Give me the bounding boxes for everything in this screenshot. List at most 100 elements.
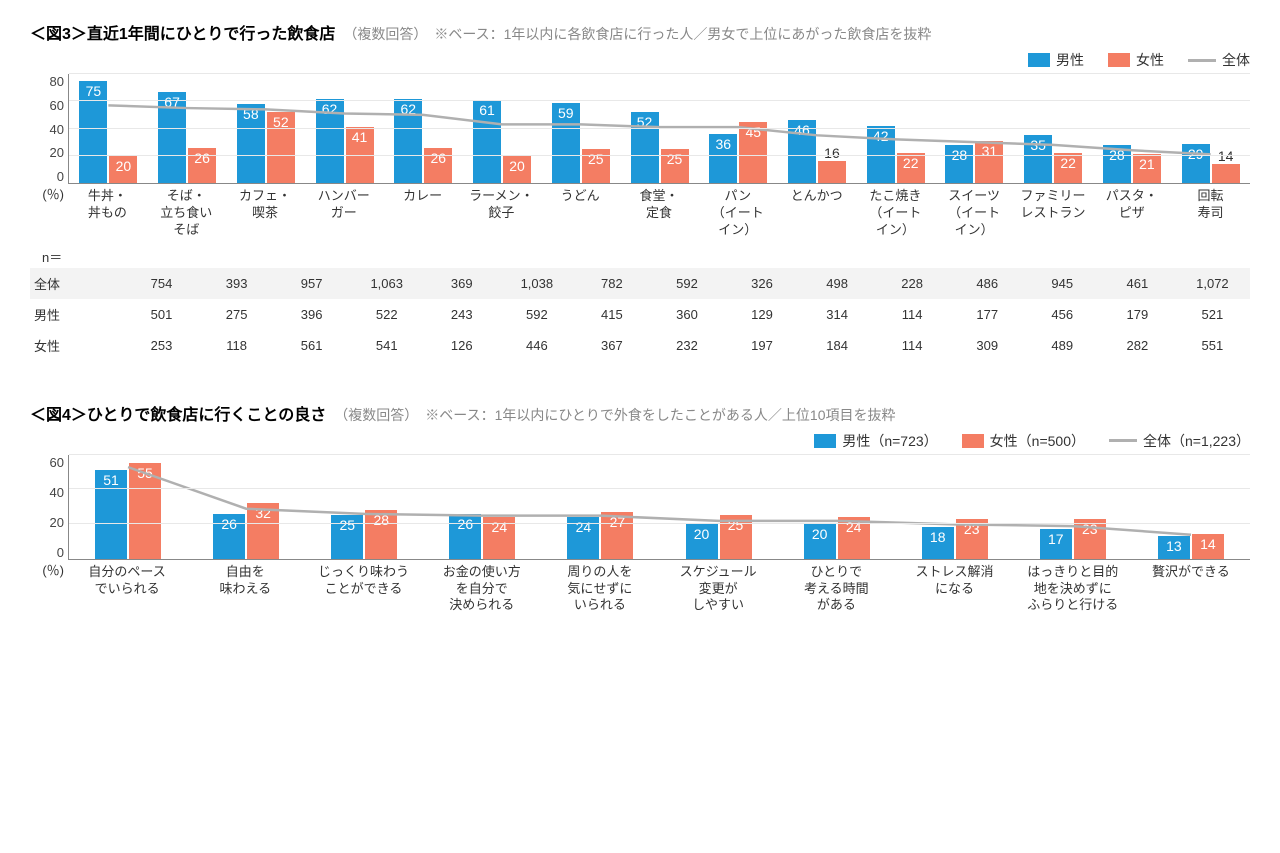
bar-female: 23 xyxy=(956,519,988,559)
bar-group: 2831 xyxy=(935,74,1014,183)
bar-male: 75 xyxy=(79,81,107,183)
x-label: 贅沢ができる xyxy=(1132,560,1250,615)
n-cell: 1,072 xyxy=(1175,270,1250,297)
bar-group: 2024 xyxy=(778,455,896,559)
fig3-x-labels: 牛丼・丼ものそば・立ち食いそばカフェ・喫茶ハンバーガーカレーラーメン・餃子うどん… xyxy=(68,184,1250,239)
bar-group: 2914 xyxy=(1171,74,1250,183)
bar-female-value: 25 xyxy=(728,517,744,533)
n-cell: 592 xyxy=(499,301,574,328)
bar-female-value: 24 xyxy=(492,519,508,535)
bar-female-value: 27 xyxy=(610,514,626,530)
y-tick: 20 xyxy=(50,515,64,530)
n-cell: 541 xyxy=(349,332,424,359)
x-label: お金の使い方を自分で決められる xyxy=(423,560,541,615)
n-cell: 369 xyxy=(424,270,499,297)
bar-male-value: 20 xyxy=(812,526,828,542)
fig3-plot: 7520672658526241622661205925522536454616… xyxy=(68,74,1250,184)
bar-female-value: 22 xyxy=(903,155,919,171)
x-label: 回転寿司 xyxy=(1171,184,1250,239)
bar-male-value: 75 xyxy=(86,83,102,99)
x-label: ハンバーガー xyxy=(304,184,383,239)
n-cell: 957 xyxy=(274,270,349,297)
legend-male-label: 男性（n=723） xyxy=(842,431,937,451)
fig4-y-unit: (％) xyxy=(30,560,68,615)
x-label: 自由を味わえる xyxy=(186,560,304,615)
gridline xyxy=(69,100,1250,101)
fig4-header: ＜図4＞ひとりで飲食店に行くことの良さ （複数回答） ※ベース：1年以内にひとり… xyxy=(30,401,1250,425)
gridline xyxy=(69,488,1250,489)
x-label: 牛丼・丼もの xyxy=(68,184,147,239)
n-cell: 754 xyxy=(124,270,199,297)
legend-total-label: 全体 xyxy=(1222,50,1250,70)
n-cell: 126 xyxy=(424,332,499,359)
bar-male-value: 36 xyxy=(715,136,731,152)
n-cell: 118 xyxy=(199,332,274,359)
fig3-header: ＜図3＞直近1年間にひとりで行った飲食店 （複数回答） ※ベース：1年以内に各飲… xyxy=(30,20,1250,44)
gridline xyxy=(69,128,1250,129)
bar-female-value: 45 xyxy=(745,124,761,140)
bar-female: 22 xyxy=(1054,153,1082,183)
n-cell: 282 xyxy=(1100,332,1175,359)
bar-female-value: 26 xyxy=(194,150,210,166)
bar-male-value: 42 xyxy=(873,128,889,144)
legend-total: 全体 xyxy=(1188,50,1250,70)
fig4-title: ＜図4＞ひとりで飲食店に行くことの良さ xyxy=(30,401,326,425)
bar-female: 55 xyxy=(129,463,161,558)
legend-swatch-female xyxy=(1108,53,1130,67)
bar-group: 5925 xyxy=(541,74,620,183)
n-cell: 489 xyxy=(1025,332,1100,359)
bar-group: 6241 xyxy=(305,74,384,183)
x-label: たこ焼き（イートイン） xyxy=(856,184,935,239)
bar-group: 6120 xyxy=(463,74,542,183)
fig3-note: （複数回答） ※ベース：1年以内に各飲食店に行った人／男女で上位にあがった飲食店… xyxy=(343,24,931,44)
figure-4: ＜図4＞ひとりで飲食店に行くことの良さ （複数回答） ※ベース：1年以内にひとり… xyxy=(30,401,1250,615)
bar-male: 28 xyxy=(945,145,973,183)
bar-female: 31 xyxy=(975,141,1003,183)
bar-group: 46 16 xyxy=(778,74,857,183)
fig3-n-prefix: n＝ xyxy=(42,247,1250,266)
bar-female-value: 55 xyxy=(137,465,153,481)
bar-group: 25 28 xyxy=(305,455,423,559)
bar-female-value: 28 xyxy=(373,512,389,528)
bar-male: 35 xyxy=(1024,135,1052,183)
fig3-y-axis: 806040200 xyxy=(30,74,68,184)
gridline xyxy=(69,155,1250,156)
fig3-y-unit: (％) xyxy=(30,184,68,239)
bar-female-value: 22 xyxy=(1060,155,1076,171)
bar-male: 25 xyxy=(331,515,363,558)
bar-female-value: 16 xyxy=(824,145,840,161)
bar-group: 6726 xyxy=(148,74,227,183)
bar-group: 2025 xyxy=(659,455,777,559)
bar-male-value: 17 xyxy=(1048,531,1064,547)
n-cell: 326 xyxy=(725,270,800,297)
figure-3: ＜図3＞直近1年間にひとりで行った飲食店 （複数回答） ※ベース：1年以内に各飲… xyxy=(30,20,1250,361)
bar-female: 27 xyxy=(601,512,633,559)
n-cell: 129 xyxy=(725,301,800,328)
y-tick: 40 xyxy=(50,485,64,500)
legend-female-label: 女性（n=500） xyxy=(990,431,1085,451)
bar-male-value: 20 xyxy=(694,526,710,542)
bar-female-value: 21 xyxy=(1139,156,1155,172)
n-cell: 393 xyxy=(199,270,274,297)
bar-female: 14 xyxy=(1192,534,1224,558)
x-label: ファミリーレストラン xyxy=(1014,184,1093,239)
bar-female: 52 xyxy=(267,112,295,183)
bar-group: 5852 xyxy=(226,74,305,183)
bar-female-value: 14 xyxy=(1218,148,1234,164)
n-cell: 184 xyxy=(800,332,875,359)
bar-group: 5225 xyxy=(620,74,699,183)
n-table-row: 男性50127539652224359241536012931411417745… xyxy=(30,299,1250,330)
x-label: そば・立ち食いそば xyxy=(147,184,226,239)
n-table-row: 全体7543939571,0633691,0387825923264982284… xyxy=(30,268,1250,299)
n-cell: 228 xyxy=(875,270,950,297)
fig4-plot: 5155263225282624242720252024182317231314 xyxy=(68,455,1250,560)
n-cell: 367 xyxy=(574,332,649,359)
fig3-legend: 男性 女性 全体 xyxy=(30,50,1250,70)
n-cell: 314 xyxy=(800,301,875,328)
bar-male-value: 46 xyxy=(794,122,810,138)
bar-female: 26 xyxy=(188,148,216,183)
bar-female: 28 xyxy=(365,510,397,559)
n-cell: 446 xyxy=(499,332,574,359)
x-label: カレー xyxy=(383,184,462,239)
n-cell: 309 xyxy=(950,332,1025,359)
